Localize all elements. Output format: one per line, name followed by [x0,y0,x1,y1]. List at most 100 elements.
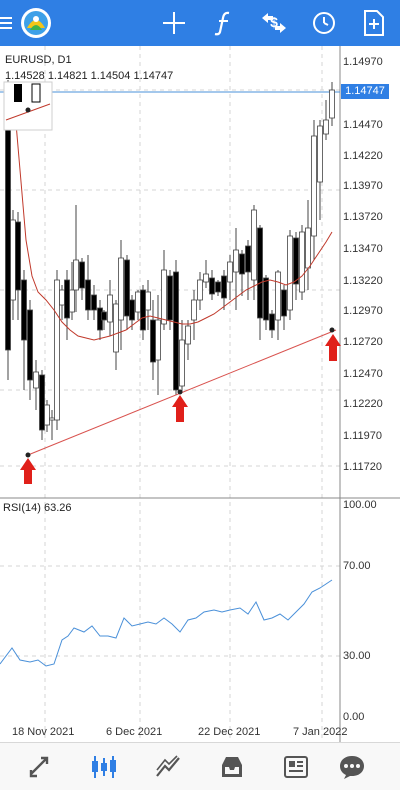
candle-body [135,291,141,313]
rsi-level-label: 70.00 [343,560,371,572]
history-icon[interactable] [308,0,340,46]
trade-icon[interactable] [138,743,198,790]
candle-body [145,291,151,311]
candle-body [69,289,75,313]
candle-body [5,119,11,351]
moving-average-line [13,99,333,341]
candle-body [233,249,239,273]
candle-body [227,261,233,283]
candle-body [215,281,221,293]
quotes-icon[interactable] [10,743,70,790]
price-axis-label: 1.12970 [343,305,383,317]
candle-body [293,237,299,285]
rsi-indicator-label: RSI(14) 63.26 [3,502,72,514]
candle-body [161,269,167,325]
chart-preview-thumbnail [3,81,53,131]
candle-body [91,294,97,311]
price-axis-label: 1.14220 [343,150,383,162]
price-axis-label: 1.13470 [343,243,383,255]
date-axis-label: 18 Nov 2021 [12,726,75,738]
candlestick-series [5,80,335,440]
messages-icon[interactable] [322,743,382,790]
candle-body [118,257,124,321]
price-axis-label: 1.14470 [343,119,383,131]
rsi-level-label: 30.00 [343,650,371,662]
rsi-line [0,579,333,667]
chart-ohlc-label: 1.14528 1.14821 1.14504 1.14747 [5,70,174,82]
crosshair-icon[interactable] [158,0,190,46]
candle-body [287,235,293,311]
rsi-level-label: 100.00 [343,499,377,511]
arrow-marker [325,334,341,361]
candle-body [39,374,45,431]
new-chart-icon[interactable] [358,0,390,46]
candle-body [21,279,27,341]
candle-body [107,294,113,323]
candle-body [73,259,79,291]
candle-body [305,227,311,269]
candle-body [124,259,130,317]
candle-body [27,309,33,381]
app-logo-icon[interactable] [16,0,56,46]
candle-body [209,277,215,295]
candle-body [85,279,91,311]
arrow-marker [20,458,36,484]
price-axis-label: 1.11720 [343,461,382,473]
candle-body [251,209,257,281]
arrow-marker [172,395,188,422]
news-icon[interactable] [266,743,326,790]
candle-body [317,125,323,183]
chart-icon[interactable] [74,743,134,790]
price-axis-label: 1.11970 [343,430,382,442]
date-axis-label: 6 Dec 2021 [106,726,163,738]
candle-body [101,311,107,321]
candle-body [79,261,85,289]
candle-body [10,219,16,301]
candle-body [281,289,287,317]
candle-body [203,273,209,283]
candle-body [140,289,146,331]
symbol-icon[interactable]: $ [256,0,292,46]
candle-body [129,299,135,321]
svg-text:$: $ [270,14,278,30]
indicator-icon[interactable] [208,0,240,46]
price-axis-label: 1.12220 [343,398,383,410]
rsi-level-label: 0.00 [343,711,365,723]
candle-body [167,275,173,321]
price-axis-label: 1.13970 [343,180,383,192]
price-axis-label: 1.12720 [343,336,383,348]
candle-body [179,339,185,387]
candle-body [329,89,335,119]
candle-body [269,313,275,331]
candle-body [44,404,50,426]
candle-body [263,277,269,321]
price-chart[interactable] [0,46,400,742]
date-axis-label: 7 Jan 2022 [293,726,348,738]
candle-body [191,299,197,321]
history-inbox-icon[interactable] [202,743,262,790]
chart-symbol-label: EURUSD, D1 [5,54,72,66]
candle-body [150,319,156,363]
candle-body [54,279,60,421]
candle-body [173,271,179,391]
date-axis-label: 22 Dec 2021 [198,726,261,738]
price-axis-label: 1.13720 [343,211,383,223]
price-axis-label: 1.14970 [343,56,383,68]
candle-body [245,245,251,273]
top-toolbar: $ [0,0,400,46]
bottom-navigation [0,742,400,790]
chart-grid [0,46,340,742]
current-price-tag: 1.14747 [341,84,389,99]
candle-body [155,319,161,361]
candle-body [257,227,263,319]
candle-body [275,271,281,321]
candle-body [33,371,39,389]
menu-icon[interactable] [0,0,14,46]
candle-body [299,231,305,293]
candle-body [197,279,203,301]
price-axis-label: 1.12470 [343,368,383,380]
candle-body [323,119,329,135]
candle-body [49,417,55,421]
candle-body [59,289,65,306]
candle-body [64,279,70,319]
